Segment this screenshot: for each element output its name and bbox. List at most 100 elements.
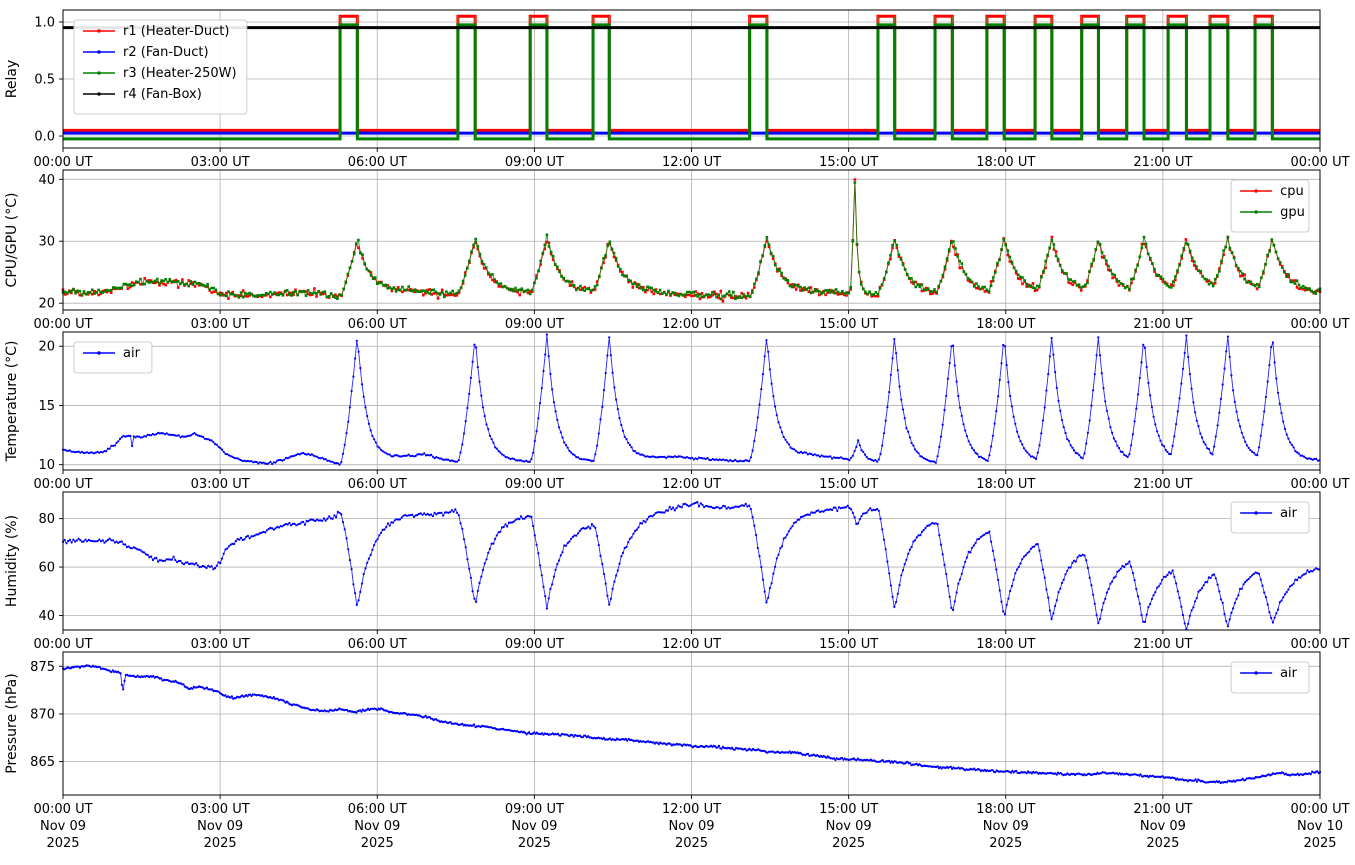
panel-temperature: 00:00 UT 03:00 UT 06:00 UT 09:00 UT 12:00 UT…	[4, 331, 1350, 492]
grid	[62, 170, 1321, 310]
x-tick-label: 18:00 UT	[976, 477, 1035, 492]
grid	[62, 10, 1321, 148]
axis-ticks	[59, 518, 1321, 634]
legend-cpu-gpu: cpu gpu	[1230, 179, 1310, 233]
x-tick-label: 09:00 UT	[505, 477, 564, 492]
x-tick-label: 06:00 UT	[348, 155, 407, 170]
legend-humidity: air	[1230, 501, 1310, 534]
x-tick-label: 00:00 UT	[33, 802, 92, 817]
y-axis-label: Relay	[4, 60, 20, 98]
legend-label: r2 (Fan-Duct)	[123, 45, 209, 60]
x-tick-label: 15:00 UT	[819, 477, 878, 492]
x-tick-label: 06:00 UT	[348, 637, 407, 652]
y-tick-label: 865	[30, 755, 55, 770]
x-tick-year: 2025	[1146, 836, 1179, 851]
y-tick-label: 0.5	[34, 73, 55, 88]
y-tick-label: 80	[38, 512, 55, 527]
x-tick-label: 00:00 UT	[1290, 477, 1349, 492]
x-tick-label: 21:00 UT	[1133, 477, 1192, 492]
x-tick-label: 00:00 UT	[1290, 317, 1349, 332]
panel-pressure: 00:00 UT Nov 09 2025 03:00 UT Nov 09 2025 06:0…	[4, 651, 1350, 851]
x-tick-label: 12:00 UT	[662, 477, 721, 492]
x-tick-label: 03:00 UT	[191, 637, 250, 652]
legend-label: air	[1280, 506, 1298, 521]
legend-pressure: air	[1230, 661, 1310, 694]
y-tick-label: 40	[38, 173, 55, 188]
y-tick-label: 20	[38, 297, 55, 312]
x-tick-year: 2025	[361, 836, 394, 851]
axis-ticks	[59, 665, 1321, 799]
series-group	[61, 664, 1322, 785]
axis-ticks	[59, 345, 1321, 474]
x-tick-label: 21:00 UT	[1133, 637, 1192, 652]
legend-label: r4 (Fan-Box)	[123, 87, 202, 102]
x-tick-label: 15:00 UT	[819, 317, 878, 332]
x-tick-year: 2025	[675, 836, 708, 851]
legend-relay: r1 (Heater-Duct) r2 (Fan-Duct) r3 (Heater-…	[73, 19, 248, 115]
x-tick-year: 2025	[832, 836, 865, 851]
y-tick-label: 0.0	[34, 130, 55, 145]
x-tick-label: 00:00 UT	[33, 155, 92, 170]
x-tick-label: 12:00 UT	[662, 317, 721, 332]
y-tick-label: 40	[38, 609, 55, 624]
x-tick-label: 03:00 UT	[191, 155, 250, 170]
x-tick-year: 2025	[46, 836, 79, 851]
x-tick-label: 18:00 UT	[976, 317, 1035, 332]
x-tick-label: 00:00 UT	[33, 637, 92, 652]
legend-label: air	[123, 346, 141, 361]
x-tick-date: Nov 09	[40, 819, 86, 834]
y-tick-label: 15	[38, 399, 55, 414]
x-tick-year: 2025	[204, 836, 237, 851]
legend-label: cpu	[1280, 184, 1304, 199]
x-tick-label: 18:00 UT	[976, 155, 1035, 170]
x-tick-date: Nov 10	[1297, 819, 1343, 834]
grid	[62, 492, 1321, 630]
y-axis-label: Pressure (hPa)	[4, 673, 20, 773]
y-tick-label: 875	[30, 660, 55, 675]
x-tick-label: 18:00 UT	[976, 637, 1035, 652]
x-tick-year: 2025	[518, 836, 551, 851]
x-tick-year: 2025	[1303, 836, 1336, 851]
x-tick-label: 21:00 UT	[1133, 155, 1192, 170]
x-tick-label: 03:00 UT	[191, 317, 250, 332]
x-tick-label: 06:00 UT	[348, 802, 407, 817]
y-axis-label: Humidity (%)	[4, 515, 20, 607]
x-tick-date: Nov 09	[354, 819, 400, 834]
x-tick-label: 00:00 UT	[1290, 802, 1349, 817]
y-tick-label: 20	[38, 340, 55, 355]
x-tick-label: 09:00 UT	[505, 637, 564, 652]
panel-humidity: 00:00 UT 03:00 UT 06:00 UT 09:00 UT 12:00 UT…	[4, 491, 1350, 652]
y-tick-label: 60	[38, 561, 55, 576]
y-tick-label: 10	[38, 458, 55, 473]
x-tick-label: 06:00 UT	[348, 317, 407, 332]
series-group	[61, 333, 1321, 466]
x-tick-label: 15:00 UT	[819, 637, 878, 652]
y-axis-label: Temperature (°C)	[4, 341, 20, 463]
legend-label: r1 (Heater-Duct)	[123, 24, 229, 39]
x-tick-date: Nov 09	[826, 819, 872, 834]
x-tick-label: 06:00 UT	[348, 477, 407, 492]
legend-temperature: air	[73, 341, 153, 374]
x-tick-label: 12:00 UT	[662, 802, 721, 817]
x-tick-label: 09:00 UT	[505, 155, 564, 170]
x-tick-year: 2025	[989, 836, 1022, 851]
x-tick-date: Nov 09	[1140, 819, 1186, 834]
x-tick-label: 00:00 UT	[1290, 637, 1349, 652]
x-tick-label: 15:00 UT	[819, 155, 878, 170]
panel-relay: 00:00 UT 03:00 UT 06:00 UT 09:00 UT 12:00 UT…	[4, 9, 1350, 170]
x-tick-label: 15:00 UT	[819, 802, 878, 817]
series-group	[63, 14, 1320, 141]
axis-ticks	[59, 178, 1321, 314]
axis-ticks	[59, 21, 1321, 152]
x-tick-label: 09:00 UT	[505, 802, 564, 817]
series-group	[61, 500, 1321, 631]
x-tick-label: 12:00 UT	[662, 637, 721, 652]
x-tick-label: 03:00 UT	[191, 802, 250, 817]
x-tick-date: Nov 09	[197, 819, 243, 834]
x-tick-label: 18:00 UT	[976, 802, 1035, 817]
x-tick-label: 03:00 UT	[191, 477, 250, 492]
x-tick-label: 00:00 UT	[33, 317, 92, 332]
x-tick-date: Nov 09	[511, 819, 557, 834]
